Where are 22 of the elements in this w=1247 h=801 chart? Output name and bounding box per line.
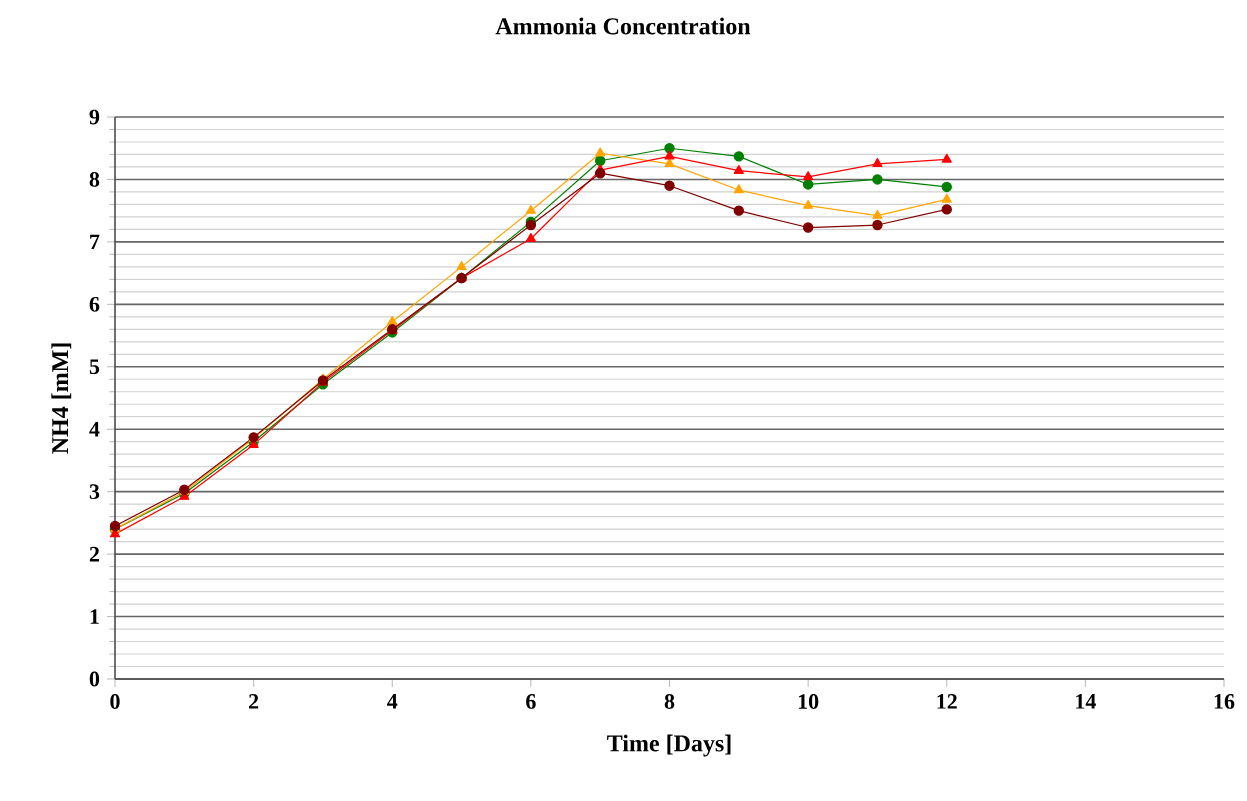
x-tick-label: 10 <box>798 694 819 709</box>
y-tick-label: 6 <box>89 296 100 312</box>
y-tick-label: 2 <box>89 546 99 562</box>
y-tick-label: 9 <box>89 109 100 125</box>
x-tick-label: 4 <box>387 694 398 709</box>
x-tick-label: 14 <box>1076 694 1096 709</box>
x-axis-title: Time [Days] <box>607 734 731 757</box>
x-tick-label: 12 <box>937 694 957 709</box>
x-tick-label: 2 <box>249 694 259 709</box>
y-tick-label: 7 <box>90 234 100 250</box>
chart-title: Ammonia Concentration <box>495 17 751 35</box>
y-tick-label: 3 <box>89 484 100 500</box>
x-tick-label: 0 <box>110 694 120 709</box>
y-tick-label: 1 <box>90 609 99 624</box>
x-tick-label: 16 <box>1214 694 1235 709</box>
y-axis-title: NH4 [mM] <box>51 343 72 454</box>
y-tick-label: 8 <box>89 172 100 187</box>
y-tick-label: 5 <box>89 359 100 375</box>
y-tick-label: 4 <box>89 422 100 437</box>
x-tick-label: 8 <box>664 694 675 709</box>
x-tick-label: 6 <box>526 694 536 709</box>
y-tick-label: 0 <box>89 671 100 687</box>
